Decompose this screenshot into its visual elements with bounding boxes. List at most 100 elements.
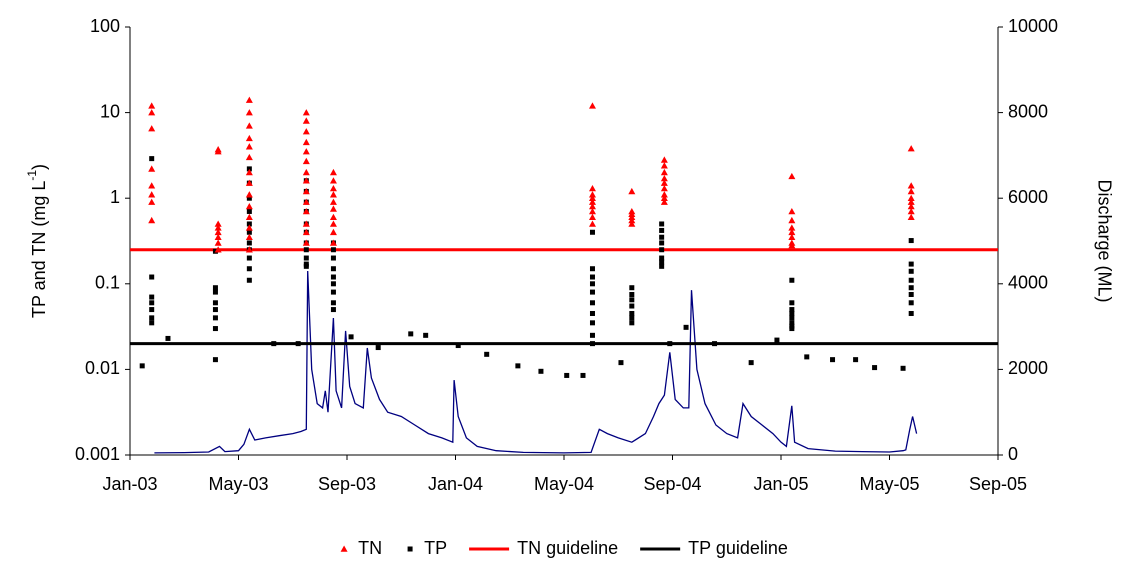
tn-point [329,191,337,198]
tn-point [148,102,156,109]
tp-point [629,315,635,321]
tp-point [295,341,301,347]
tp-point [659,227,665,233]
tp-point [908,300,914,306]
tn-point [302,138,310,146]
tp-point [246,166,252,172]
tn-point [660,162,668,169]
tp-point [629,297,635,303]
tp-point [789,310,795,316]
tp-point [212,300,218,306]
tp-point [149,156,155,162]
y-tick-label: 100 [90,16,120,36]
y-tick-label: 1 [110,187,120,207]
tp-point [212,289,218,295]
x-tick-label: Jan-04 [428,474,483,494]
discharge-line [154,270,918,454]
y2-axis-label: Discharge (ML) [1094,179,1114,302]
tn-point [245,109,253,116]
tn-point [302,207,310,215]
tp-point [408,331,414,337]
tn-point [907,198,915,205]
tn-point [788,233,796,241]
tn-point [329,213,337,220]
tn-point [788,228,796,236]
tn-point [588,202,596,210]
tn-point [148,216,156,224]
legend-label: TP guideline [688,538,788,558]
tp-point [667,341,673,347]
tp-point [908,238,914,244]
tn-point [588,191,596,198]
tp-point [659,259,665,265]
tp-point [580,372,586,378]
tn-point [788,216,796,224]
tn-point [329,228,337,236]
tn-point [245,134,253,142]
y-tick-label: 10 [100,101,120,121]
y-tick-label: 0.01 [85,358,120,378]
tp-point [246,266,252,272]
tn-point [148,198,156,205]
tp-point [212,285,218,291]
x-tick-label: Sep-05 [969,474,1027,494]
y-tick-label: 0.001 [75,444,120,464]
x-tick-label: Sep-04 [643,474,701,494]
y2-tick-label: 4000 [1008,273,1048,293]
tp-point [589,310,595,316]
tp-point [212,315,218,321]
tn-point [214,228,222,236]
tp-point [589,320,595,326]
tn-point [588,213,596,220]
legend-label: TP [424,538,447,558]
tn-point [148,191,156,198]
tp-point [908,291,914,297]
tn-point [245,191,253,198]
tp-point [375,345,381,351]
tn-point [788,207,796,215]
tn-point [907,207,915,215]
tn-point [302,168,310,176]
tp-point [659,240,665,246]
tp-point [515,363,521,369]
tp-point [908,277,914,283]
y2-tick-label: 10000 [1008,16,1058,36]
y2-tick-label: 0 [1008,444,1018,464]
tp-point [589,300,595,306]
tn-point [329,205,337,212]
tn-point [214,246,222,253]
tp-point [149,307,155,313]
tn-point [628,216,636,224]
tn-point [660,156,668,163]
tp-point [484,351,490,357]
tn-point [302,228,310,236]
tp-point [330,266,336,272]
tp-point [303,263,309,269]
tp-point [589,229,595,235]
tn-point [660,168,668,176]
tp-point [629,320,635,326]
tp-point [139,363,145,369]
tn-point [660,179,668,186]
tp-point [659,255,665,261]
legend-label: TN guideline [517,538,618,558]
tp-point [589,266,595,272]
tp-point [629,310,635,316]
y-label-close: ) [29,164,49,170]
tn-point [329,220,337,227]
tp-point [246,221,252,227]
tp-point [789,307,795,313]
tp-point [589,274,595,280]
y-tick-label: 0.1 [95,273,120,293]
tp-point [564,372,570,378]
tn-point [907,194,915,201]
tp-point [246,208,252,214]
tn-point [245,202,253,210]
tp-point [149,320,155,326]
tn-point [302,128,310,135]
tn-point [907,182,915,189]
tp-point [618,360,624,366]
tn-point [214,224,222,231]
tp-point [246,195,252,201]
